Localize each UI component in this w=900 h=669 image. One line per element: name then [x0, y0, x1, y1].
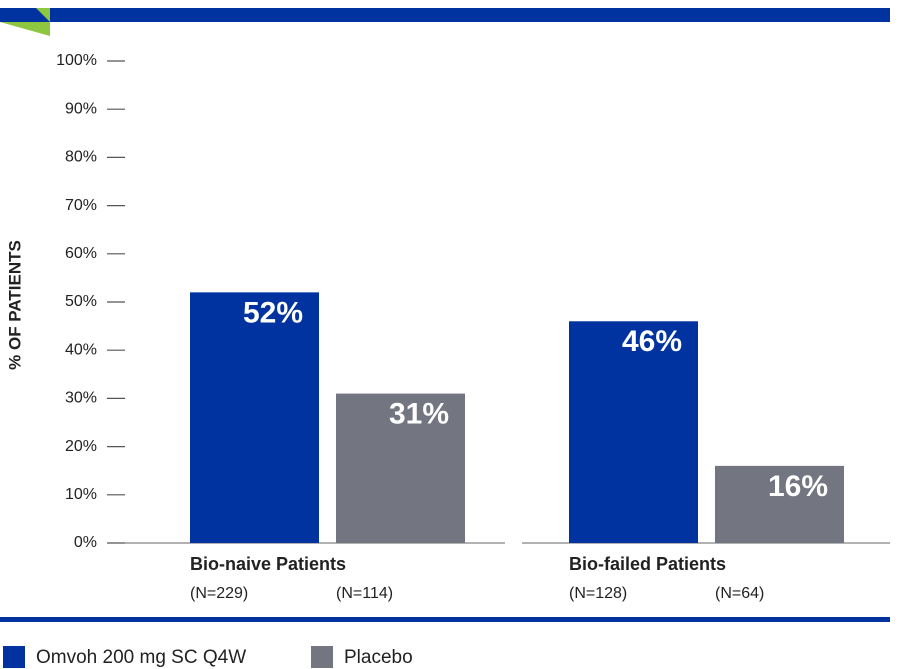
y-tick-label: 80%	[65, 149, 97, 166]
bar	[336, 393, 465, 543]
legend-label: Placebo	[344, 647, 413, 668]
y-tick-label: 30%	[65, 390, 97, 407]
y-tick-label: 100%	[56, 52, 97, 69]
y-tick-label: 0%	[74, 534, 97, 551]
legend-swatch	[311, 646, 333, 668]
y-tick-label: 60%	[65, 245, 97, 262]
y-tick-label: 10%	[65, 486, 97, 503]
y-tick-label: 70%	[65, 197, 97, 214]
y-axis-label: % OF PATIENTS	[5, 240, 24, 370]
legend-swatch	[3, 646, 25, 668]
n-label: (N=128)	[569, 585, 627, 602]
value-label: 46%	[622, 325, 682, 358]
y-tick-label: 20%	[65, 438, 97, 455]
bottom-band	[0, 617, 890, 622]
n-label: (N=114)	[336, 585, 393, 602]
value-label: 31%	[389, 398, 449, 431]
category-label: Bio-naive Patients	[190, 554, 346, 574]
y-tick-label: 50%	[65, 293, 97, 310]
legend-label: Omvoh 200 mg SC Q4W	[36, 647, 246, 668]
bar	[569, 321, 698, 543]
bar	[190, 292, 319, 543]
n-label: (N=64)	[715, 585, 764, 602]
category-label: Bio-failed Patients	[569, 554, 726, 574]
value-label: 16%	[768, 470, 828, 503]
y-tick-label: 40%	[65, 341, 97, 358]
n-label: (N=229)	[190, 585, 248, 602]
value-label: 52%	[243, 296, 303, 329]
top-band	[0, 8, 890, 22]
corner-band	[0, 8, 50, 22]
bar	[715, 465, 844, 543]
y-tick-label: 90%	[65, 100, 97, 117]
